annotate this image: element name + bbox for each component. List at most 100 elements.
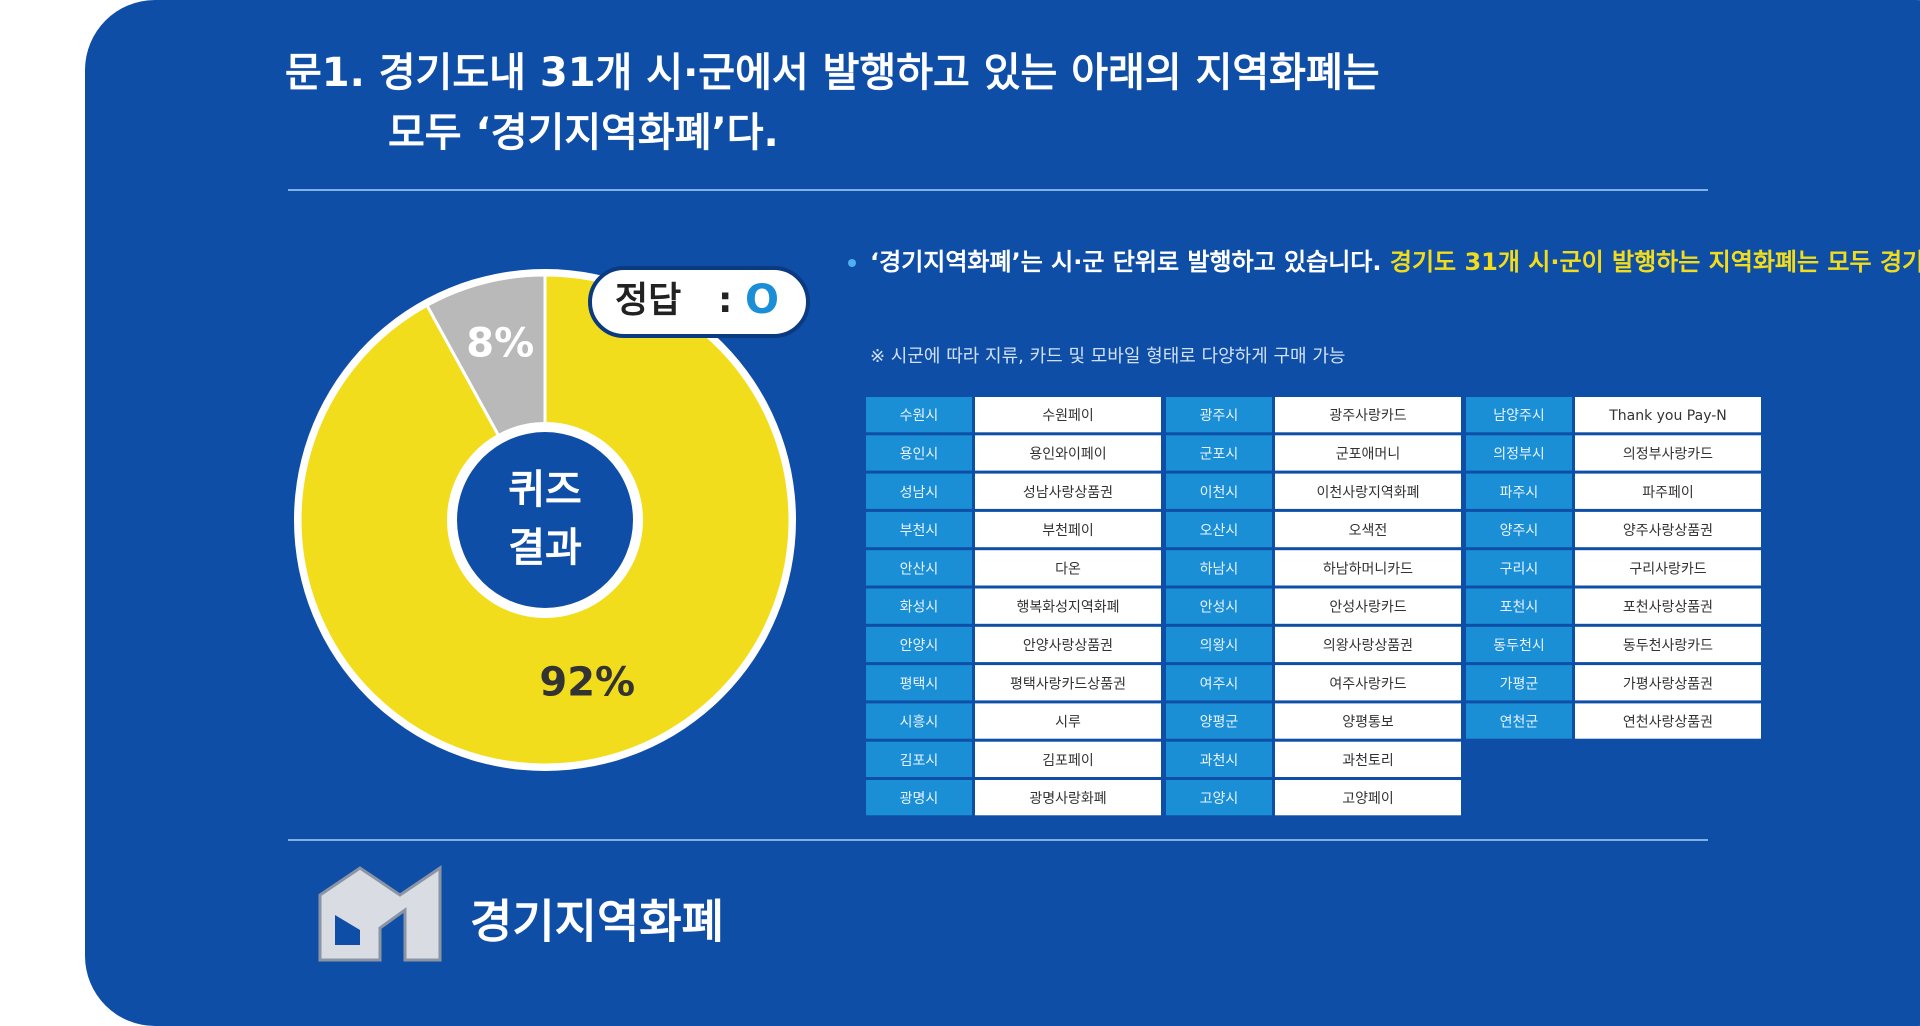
city-name: 동두천시 xyxy=(1493,638,1545,654)
title-line: 모두 ‘경기지역화폐’다. xyxy=(388,110,779,156)
city-name: 평택시 xyxy=(900,676,939,692)
currency-name: 동두천사랑카드 xyxy=(1623,638,1713,654)
currency-name: 안성사랑카드 xyxy=(1329,600,1406,616)
city-name: 양주시 xyxy=(1500,523,1539,539)
currency-cell xyxy=(1275,397,1461,433)
city-name: 김포시 xyxy=(900,753,939,769)
currency-name: 수원페이 xyxy=(1042,408,1094,424)
city-name: 과천시 xyxy=(1200,753,1239,769)
currency-name: 행복화성지역화폐 xyxy=(1016,600,1119,616)
city-name: 남양주시 xyxy=(1493,408,1545,424)
city-name: 의정부시 xyxy=(1493,446,1545,462)
currency-name: 과천토리 xyxy=(1342,753,1394,769)
city-cell xyxy=(1166,626,1272,663)
note: ※ 시군에 따라 지류, 카드 및 모바일 형태로 다양하게 구매 가능 xyxy=(870,346,1345,367)
city-name: 이천시 xyxy=(1200,485,1239,501)
currency-cell xyxy=(1275,511,1461,548)
city-name: 연천군 xyxy=(1500,715,1539,731)
city-name: 광명시 xyxy=(900,791,939,807)
currency-name: 하남하머니카드 xyxy=(1323,561,1413,577)
city-cell xyxy=(1166,435,1272,471)
city-name: 화성시 xyxy=(900,600,939,616)
currency-name: 오색전 xyxy=(1349,523,1388,539)
city-name: 양평군 xyxy=(1200,715,1239,731)
currency-cell xyxy=(1575,550,1761,586)
currency-cell xyxy=(1575,626,1761,663)
bullet xyxy=(848,259,856,267)
city-name: 광주시 xyxy=(1200,408,1239,424)
currency-cell xyxy=(1575,588,1761,624)
city-cell xyxy=(866,741,972,777)
currency-cell xyxy=(1575,665,1761,701)
city-cell xyxy=(866,665,972,701)
city-cell xyxy=(866,550,972,586)
city-name: 안성시 xyxy=(1200,600,1239,616)
currency-name: 김포페이 xyxy=(1042,753,1094,769)
currency-name: 연천사랑상품권 xyxy=(1623,715,1713,731)
city-name: 포천시 xyxy=(1500,600,1539,616)
currency-cell xyxy=(1275,473,1461,509)
currency-cell xyxy=(1575,703,1761,739)
currency-name: 양주사랑상품권 xyxy=(1623,523,1713,539)
city-name: 오산시 xyxy=(1200,523,1239,539)
city-name: 하남시 xyxy=(1200,561,1239,577)
city-cell xyxy=(1166,703,1272,739)
city-cell xyxy=(1166,588,1272,624)
currency-name: 이천사랑지역화폐 xyxy=(1316,485,1419,501)
answer-value: O xyxy=(745,277,779,323)
currency-cell xyxy=(975,741,1161,777)
currency-cell xyxy=(975,511,1161,548)
currency-name: 양평통보 xyxy=(1342,715,1394,731)
currency-name: 의정부사랑카드 xyxy=(1623,446,1713,462)
currency-cell xyxy=(1575,397,1761,433)
explanation-highlight: 경기도 31개 시·군이 발행하는 지역화폐는 모두 경기지역화폐 xyxy=(1390,248,1920,276)
answer-label: 정답 xyxy=(615,280,681,321)
city-name: 부천시 xyxy=(900,523,939,539)
city-cell xyxy=(1166,550,1272,586)
city-name: 수원시 xyxy=(900,408,939,424)
city-name: 여주시 xyxy=(1200,676,1239,692)
city-cell xyxy=(866,626,972,663)
city-cell xyxy=(1466,397,1572,433)
city-cell xyxy=(866,511,972,548)
logo-mark xyxy=(318,865,442,962)
currency-name: 파주페이 xyxy=(1642,485,1694,501)
currency-name: Thank you Pay-N xyxy=(1608,408,1727,424)
currency-name: 여주사랑카드 xyxy=(1329,676,1406,692)
answer-colon: : xyxy=(718,280,732,321)
currency-cell xyxy=(1275,741,1461,777)
city-cell xyxy=(1166,473,1272,509)
currency-name: 안양사랑상품권 xyxy=(1023,638,1113,654)
currency-name: 시루 xyxy=(1055,715,1081,731)
city-name: 용인시 xyxy=(900,446,939,462)
currency-cell xyxy=(975,550,1161,586)
city-cell xyxy=(866,473,972,509)
explanation: ‘경기지역화폐’는 시·군 단위로 발행하고 있습니다. 경기도 31개 시·군… xyxy=(870,248,1920,276)
currency-name: 포천사랑상품권 xyxy=(1623,600,1713,616)
city-cell xyxy=(866,588,972,624)
currency-cell xyxy=(975,780,1161,816)
center-label: 퀴즈 xyxy=(508,467,582,513)
currency-cell xyxy=(1275,780,1461,816)
city-name: 파주시 xyxy=(1500,485,1539,501)
logo-text: 경기지역화폐 xyxy=(470,895,724,949)
currency-cell xyxy=(1275,588,1461,624)
city-name: 구리시 xyxy=(1500,561,1539,577)
currency-cell xyxy=(975,473,1161,509)
center xyxy=(457,432,633,608)
currency-name: 구리사랑카드 xyxy=(1629,561,1706,577)
city-name: 안산시 xyxy=(900,561,939,577)
center-label: 결과 xyxy=(508,525,582,571)
currency-name: 의왕사랑상품권 xyxy=(1323,638,1413,654)
currency-name: 광주사랑카드 xyxy=(1329,408,1406,424)
city-cell xyxy=(1466,626,1572,663)
city-cell xyxy=(1166,741,1272,777)
currency-cell xyxy=(975,435,1161,471)
city-name: 시흥시 xyxy=(900,715,939,731)
currency-name: 광명사랑화폐 xyxy=(1029,791,1106,807)
currency-cell xyxy=(1275,665,1461,701)
currency-cell xyxy=(1575,473,1761,509)
title-line: 문1. 경기도내 31개 시·군에서 발행하고 있는 아래의 지역화폐는 xyxy=(285,50,1380,96)
